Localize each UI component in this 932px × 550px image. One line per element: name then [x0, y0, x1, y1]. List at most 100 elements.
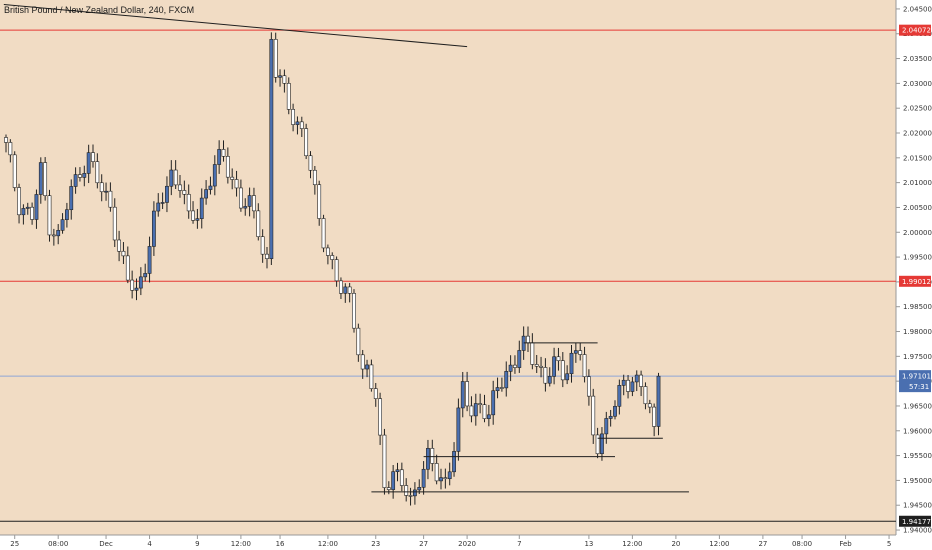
candle-body: [539, 365, 543, 368]
candle-body: [399, 469, 404, 486]
y-tick-label: 1.95500: [903, 452, 932, 460]
candle-body: [34, 194, 39, 220]
candle-body: [317, 184, 322, 219]
plot-background: [0, 0, 896, 535]
x-tick-label: 08:00: [792, 540, 812, 548]
candle-body: [591, 395, 596, 436]
candle-body: [639, 374, 644, 387]
y-tick-label: 2.00000: [903, 229, 932, 237]
x-tick-label: 7: [517, 540, 521, 548]
candle-body: [252, 195, 256, 212]
candle-body: [617, 385, 622, 407]
candle-body: [60, 219, 65, 231]
candle-body: [652, 406, 657, 427]
candle-body: [417, 487, 422, 491]
y-tick-label: 2.02000: [903, 130, 932, 138]
price-scale-background: [896, 0, 932, 535]
candle-body: [626, 379, 630, 392]
candle-body: [308, 155, 313, 171]
price-badge-bg: [899, 275, 931, 287]
candle-body: [208, 185, 213, 190]
y-tick-label: 2.00500: [903, 204, 932, 212]
x-tick-label: Feb: [839, 540, 852, 548]
candle-body: [82, 173, 87, 178]
candle-body: [547, 376, 552, 384]
candle-body: [404, 485, 409, 496]
candle-body: [382, 434, 387, 488]
candle-body: [486, 414, 491, 419]
candle-body: [104, 190, 108, 193]
candle-body: [186, 193, 191, 212]
candle-body: [647, 403, 652, 408]
candle-body: [256, 210, 261, 237]
chart-title: British Pound / New Zealand Dollar, 240,…: [4, 5, 194, 15]
candle-body: [125, 255, 130, 281]
candle-body: [160, 202, 165, 204]
candle-body: [578, 350, 583, 355]
candle-body: [247, 195, 252, 207]
last-price-label: 1.97101: [902, 373, 931, 381]
candle-body: [391, 471, 396, 490]
candle-body: [217, 149, 222, 165]
candle-body: [347, 286, 352, 294]
candle-body: [613, 405, 617, 417]
candle-body: [112, 206, 117, 241]
x-tick-label: 12:00: [231, 540, 251, 548]
x-tick-label: 23: [371, 540, 380, 548]
candle-body: [73, 174, 78, 187]
candle-body: [282, 75, 287, 84]
candle-body: [439, 477, 443, 482]
candle-body: [604, 418, 609, 435]
candle-body: [178, 184, 182, 191]
candle-body: [526, 335, 530, 344]
candle-body: [121, 250, 126, 257]
candle-body: [51, 234, 56, 237]
candle-body: [586, 376, 591, 397]
candles-layer: [4, 32, 661, 506]
candle-body: [43, 162, 48, 197]
candle-body: [491, 390, 496, 416]
candle-body: [543, 367, 548, 384]
x-tick-label: 13: [584, 540, 593, 548]
candle-body: [343, 286, 348, 294]
time-scale-background: [0, 535, 932, 550]
candle-body: [78, 174, 82, 178]
candle-body: [569, 352, 574, 375]
candle-body: [173, 169, 178, 186]
drawings-layer: [3, 3, 689, 493]
candle-body: [169, 169, 174, 187]
candle-body: [608, 415, 613, 419]
candle-body: [95, 161, 100, 184]
x-tick-label: 27: [419, 540, 428, 548]
candle-body: [130, 279, 135, 291]
candle-body: [460, 381, 465, 409]
candle-body: [143, 273, 148, 278]
candle-body: [513, 364, 517, 368]
price-badge-bg: [899, 515, 931, 527]
y-tick-label: 2.04500: [903, 5, 932, 13]
candle-body: [373, 388, 378, 399]
candle-body: [556, 356, 561, 362]
countdown-label: 57:31: [909, 383, 929, 391]
candle-body: [291, 109, 296, 125]
candle-body: [595, 434, 600, 455]
candle-body: [473, 403, 478, 417]
x-tick-label: 16: [276, 540, 285, 548]
candle-body: [134, 287, 139, 291]
price-badge-label: 1.94177: [902, 518, 931, 526]
x-tick-label: 12:00: [709, 540, 729, 548]
y-tick-label: 2.01000: [903, 179, 932, 187]
y-tick-label: 1.96500: [903, 402, 932, 410]
candle-body: [330, 255, 335, 260]
candle-body: [230, 176, 235, 180]
x-axis-ticks: 25 08:00 Dec 4 9 12:00 16 12:00 23 27 2020 7 13 12:00…: [10, 535, 891, 548]
candle-body: [91, 152, 95, 162]
candle-body: [234, 179, 239, 189]
candle-body: [152, 210, 156, 247]
y-tick-label: 2.01500: [903, 154, 932, 162]
candle-body: [221, 149, 226, 157]
x-tick-label: 27: [758, 540, 767, 548]
candle-body: [517, 350, 522, 368]
candle-body: [369, 364, 374, 389]
